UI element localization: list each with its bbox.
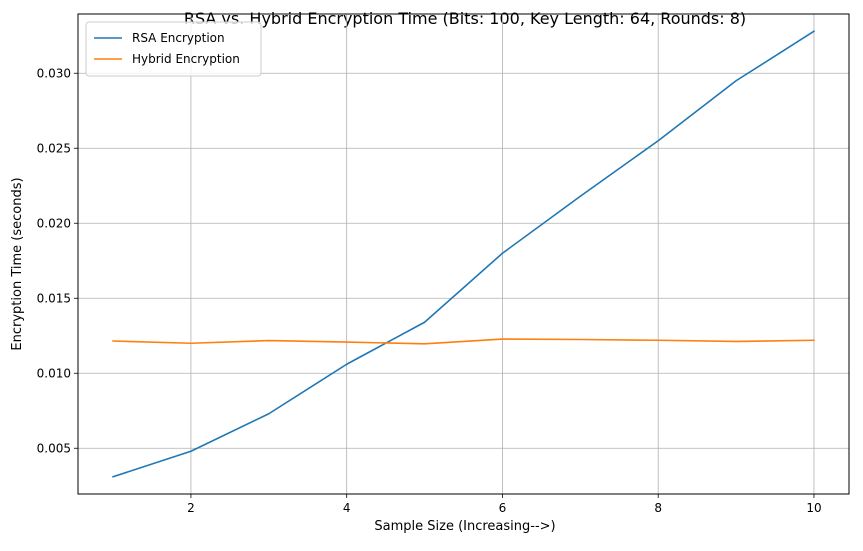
x-axis-label: Sample Size (Increasing-->) (374, 519, 555, 534)
y-tick-label: 0.020 (37, 216, 71, 230)
axis-ticks: 2 4 6 8 10 0.005 0.010 0.015 0.020 0.025 0.030 (37, 66, 822, 515)
legend-label: RSA Encryption (132, 31, 225, 45)
series-lines (112, 30, 816, 478)
x-tick-label: 10 (806, 501, 821, 515)
y-tick-label: 0.025 (37, 141, 71, 155)
x-tick-label: 2 (187, 501, 195, 515)
y-tick-label: 0.005 (37, 441, 71, 455)
legend-label: Hybrid Encryption (132, 52, 240, 66)
legend-box (85, 21, 262, 77)
y-tick-label: 0.030 (37, 66, 71, 80)
series-line-rsa (112, 30, 816, 478)
y-tick-label: 0.010 (37, 366, 71, 380)
y-tick-label: 0.015 (37, 291, 71, 305)
legend: RSA Encryption Hybrid Encryption (85, 21, 262, 77)
x-tick-label: 4 (343, 501, 351, 515)
x-tick-label: 8 (654, 501, 662, 515)
series-line-hybrid (112, 338, 815, 345)
x-tick-label: 6 (499, 501, 507, 515)
plot-frame (77, 13, 850, 495)
chart-title: RSA vs. Hybrid Encryption Time (Bits: 10… (184, 9, 746, 28)
y-axis-label: Encryption Time (seconds) (10, 177, 25, 350)
